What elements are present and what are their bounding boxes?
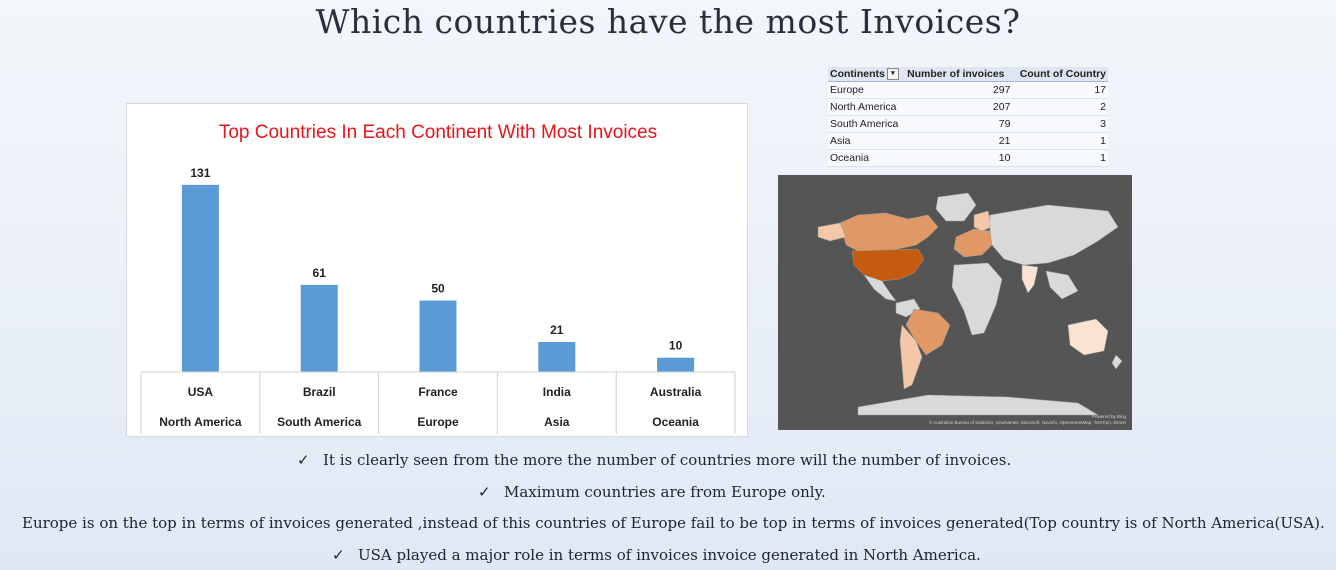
map-australia bbox=[1067, 318, 1109, 356]
bar-chart: Top Countries In Each Continent With Mos… bbox=[140, 122, 736, 434]
data-label: 21 bbox=[550, 323, 564, 337]
finding-item: ✓ It is clearly seen from the more the nu… bbox=[297, 451, 1011, 469]
finding-item: Europe is on the top in terms of invoice… bbox=[22, 514, 1325, 532]
page-title: Which countries have the most Invoices? bbox=[315, 2, 1021, 41]
tick-label-continent: North America bbox=[159, 415, 242, 429]
table-cell-invoices: 79 bbox=[905, 115, 1013, 134]
table-cell-country-count: 3 bbox=[1012, 115, 1108, 134]
tick-label-country: Brazil bbox=[303, 385, 336, 399]
map-attribution: © Australian Bureau of Statistics, GeoNa… bbox=[928, 420, 1126, 425]
map-brazil bbox=[905, 308, 951, 356]
table-header-row: Continents ▾ Number of invoices Count of … bbox=[828, 67, 1108, 83]
bar-australia bbox=[657, 357, 695, 372]
tick-label-continent: South America bbox=[277, 415, 362, 429]
table-cell-country-count: 2 bbox=[1012, 98, 1108, 117]
map-southeast-asia bbox=[1045, 270, 1079, 300]
finding-text: Maximum countries are from Europe only. bbox=[504, 483, 826, 501]
world-map: Powered by Bing © Australian Bureau of S… bbox=[778, 175, 1132, 430]
map-credit: Powered by Bing © Australian Bureau of S… bbox=[929, 414, 1126, 426]
data-label: 61 bbox=[313, 266, 327, 280]
map-chile-argentina bbox=[899, 324, 923, 390]
table-row: South America 79 3 bbox=[828, 115, 1108, 134]
table-header-invoices: Number of invoices bbox=[905, 67, 1013, 83]
map-russia-asia bbox=[989, 204, 1119, 266]
bar-india bbox=[538, 342, 576, 372]
tick-label-continent: Europe bbox=[417, 415, 459, 429]
data-label: 131 bbox=[190, 166, 210, 180]
tick-label-country: France bbox=[418, 385, 458, 399]
finding-text: USA played a major role in terms of invo… bbox=[358, 546, 981, 564]
table-cell-continent: South America bbox=[828, 115, 906, 134]
table-header-continents[interactable]: Continents ▾ bbox=[828, 67, 906, 83]
map-mexico bbox=[863, 274, 897, 302]
bar-chart-panel: Top Countries In Each Continent With Mos… bbox=[126, 103, 748, 437]
world-map-graphic bbox=[817, 192, 1123, 416]
finding-text: Europe is on the top in terms of invoice… bbox=[22, 514, 1325, 532]
table-cell-continent: North America bbox=[828, 98, 906, 117]
finding-text: It is clearly seen from the more the num… bbox=[323, 451, 1012, 469]
bar-usa bbox=[181, 184, 219, 372]
check-icon: ✓ bbox=[478, 483, 491, 501]
table-cell-country-count: 1 bbox=[1012, 149, 1108, 168]
table-row: North America 207 2 bbox=[828, 98, 1108, 117]
table-cell-continent: Oceania bbox=[828, 149, 906, 168]
map-scandinavia bbox=[973, 210, 993, 232]
table-header-country-count: Count of Country bbox=[1012, 67, 1108, 83]
map-africa bbox=[951, 262, 1003, 336]
table-cell-continent: Europe bbox=[828, 81, 906, 100]
table-row: Asia 21 1 bbox=[828, 132, 1108, 151]
map-europe bbox=[953, 228, 993, 258]
filter-dropdown-icon[interactable]: ▾ bbox=[886, 68, 899, 81]
finding-item: ✓ Maximum countries are from Europe only. bbox=[478, 483, 826, 501]
table-row: Oceania 10 1 bbox=[828, 149, 1108, 168]
continent-table: Continents ▾ Number of invoices Count of … bbox=[828, 67, 1108, 168]
map-greenland bbox=[935, 192, 977, 222]
bar-france bbox=[419, 300, 457, 372]
table-cell-invoices: 207 bbox=[905, 98, 1013, 117]
bar-brazil bbox=[300, 284, 338, 372]
table-cell-invoices: 10 bbox=[905, 149, 1013, 168]
data-label: 10 bbox=[669, 339, 683, 353]
table-cell-country-count: 17 bbox=[1012, 81, 1108, 100]
tick-label-country: USA bbox=[188, 385, 214, 399]
tick-label-country: India bbox=[543, 385, 571, 399]
map-new-zealand bbox=[1111, 354, 1123, 370]
table-cell-invoices: 21 bbox=[905, 132, 1013, 151]
chart-title: Top Countries In Each Continent With Mos… bbox=[219, 122, 657, 143]
map-antarctica bbox=[857, 394, 1099, 416]
tick-label-continent: Oceania bbox=[652, 415, 699, 429]
tick-label-country: Australia bbox=[650, 385, 702, 399]
table-cell-country-count: 1 bbox=[1012, 132, 1108, 151]
map-powered-by: Powered by Bing bbox=[1091, 414, 1126, 419]
map-india bbox=[1021, 264, 1039, 294]
map-canada bbox=[839, 212, 939, 252]
table-row: Europe 297 17 bbox=[828, 81, 1108, 100]
check-icon: ✓ bbox=[332, 546, 345, 564]
data-label: 50 bbox=[431, 282, 445, 296]
map-alaska bbox=[817, 222, 847, 242]
map-usa bbox=[851, 248, 925, 282]
table-cell-continent: Asia bbox=[828, 132, 906, 151]
check-icon: ✓ bbox=[297, 451, 310, 469]
table-cell-invoices: 297 bbox=[905, 81, 1013, 100]
finding-item: ✓ USA played a major role in terms of inv… bbox=[332, 546, 981, 564]
tick-label-continent: Asia bbox=[544, 415, 570, 429]
